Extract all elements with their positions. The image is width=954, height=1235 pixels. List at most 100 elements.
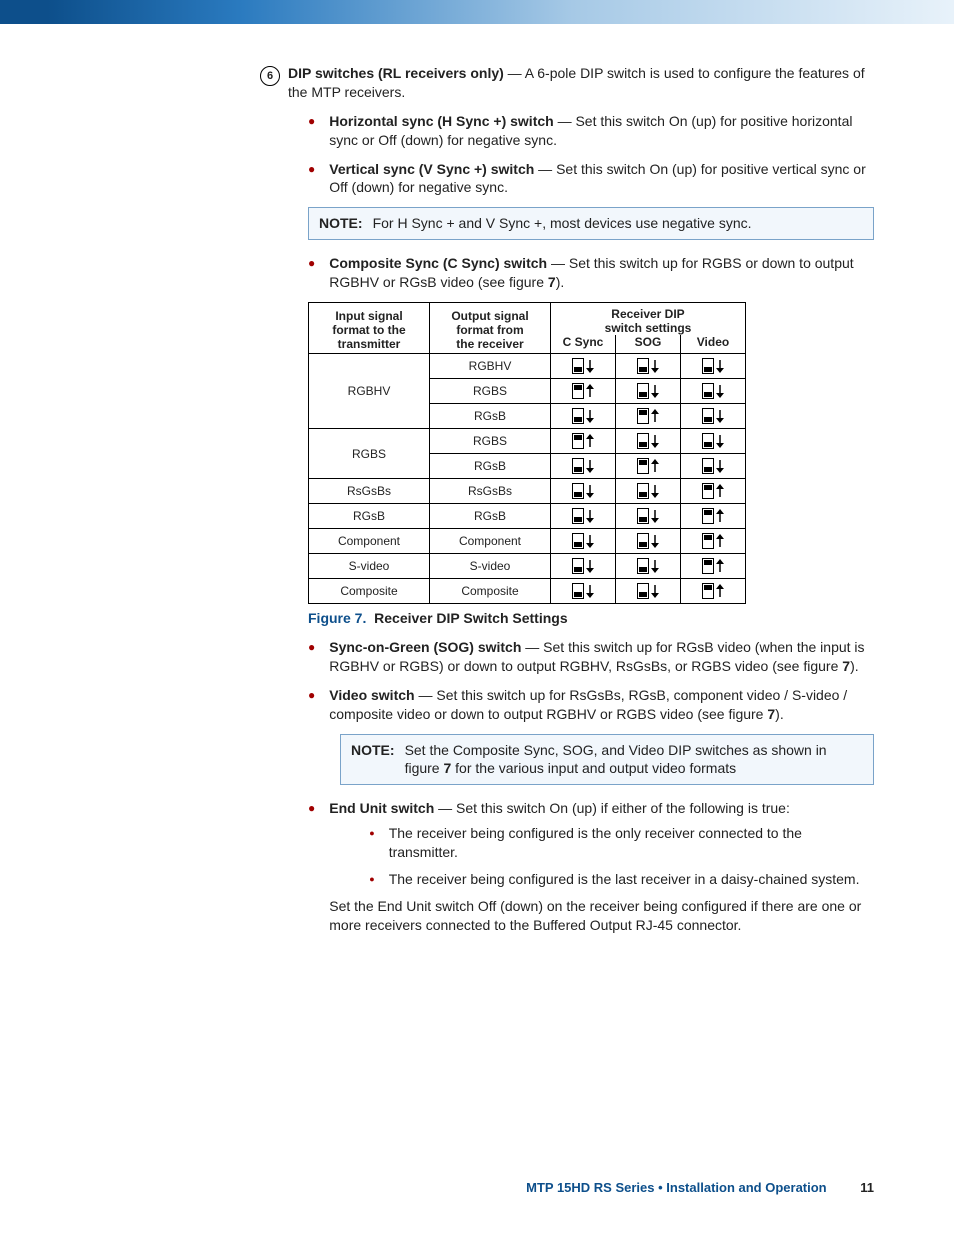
vsync-label: Vertical sync (V Sync +) switch — [329, 161, 534, 177]
section-intro-text: DIP switches (RL receivers only) — A 6-p… — [288, 64, 874, 102]
cell-output: RGsB — [430, 454, 551, 479]
dip-switch-icon — [637, 458, 649, 474]
dip-switch-icon — [572, 358, 584, 374]
dip-switch-icon — [702, 433, 714, 449]
endunit-after-text: Set the End Unit switch Off (down) on th… — [329, 897, 874, 935]
arrow-up-icon — [716, 509, 725, 523]
csync-label: Composite Sync (C Sync) switch — [329, 255, 547, 271]
arrow-down-icon — [586, 584, 595, 598]
dip-switch-table-wrap: Input signal format to the transmitter O… — [308, 302, 874, 604]
cell-switch — [616, 529, 681, 554]
dip-switch-icon — [572, 433, 584, 449]
cell-switch — [551, 504, 616, 529]
cell-switch — [681, 579, 746, 604]
dip-switch-icon — [702, 508, 714, 524]
dip-switch-icon — [572, 458, 584, 474]
cell-switch — [616, 479, 681, 504]
th-output: Output signal format from the receiver — [430, 303, 551, 354]
table-row: RGBHVRGBHV — [309, 354, 746, 379]
arrow-down-icon — [586, 509, 595, 523]
cell-switch — [551, 479, 616, 504]
bullet-icon: ● — [308, 160, 315, 198]
cell-switch — [551, 379, 616, 404]
dip-switch-icon — [637, 558, 649, 574]
arrow-down-icon — [586, 359, 595, 373]
dip-switch-icon — [572, 558, 584, 574]
hsync-label: Horizontal sync (H Sync +) switch — [329, 113, 553, 129]
dip-switch-icon — [637, 483, 649, 499]
endunit-sub2-text: The receiver being configured is the las… — [389, 870, 860, 889]
figure-caption: Figure 7. Receiver DIP Switch Settings — [308, 610, 874, 626]
arrow-up-icon — [586, 434, 595, 448]
cell-switch — [616, 454, 681, 479]
switch-list-3: ● Sync-on-Green (SOG) switch — Set this … — [308, 638, 874, 724]
arrow-down-icon — [716, 384, 725, 398]
arrow-down-icon — [651, 534, 660, 548]
table-row: CompositeComposite — [309, 579, 746, 604]
dip-switch-icon — [702, 483, 714, 499]
dip-switch-icon — [637, 583, 649, 599]
dip-switch-icon — [572, 533, 584, 549]
csync-item: ● Composite Sync (C Sync) switch — Set t… — [308, 254, 874, 292]
cell-switch — [681, 479, 746, 504]
cell-switch — [551, 554, 616, 579]
arrow-down-icon — [651, 484, 660, 498]
dip-switch-icon — [572, 508, 584, 524]
cell-switch — [616, 354, 681, 379]
table-row: S-videoS-video — [309, 554, 746, 579]
dip-switch-icon — [637, 533, 649, 549]
cell-switch — [681, 354, 746, 379]
arrow-up-icon — [716, 484, 725, 498]
th-video: Video — [681, 335, 746, 354]
cell-output: RGBHV — [430, 354, 551, 379]
arrow-down-icon — [651, 509, 660, 523]
cell-switch — [681, 554, 746, 579]
sog-label: Sync-on-Green (SOG) switch — [329, 639, 521, 655]
cell-input: RsGsBs — [309, 479, 430, 504]
cell-switch — [551, 579, 616, 604]
cell-input: Composite — [309, 579, 430, 604]
footer-title: MTP 15HD RS Series • Installation and Op… — [526, 1180, 827, 1195]
bullet-icon: ● — [308, 799, 315, 934]
note-text: For H Sync + and V Sync +, most devices … — [373, 214, 752, 233]
hsync-item: ● Horizontal sync (H Sync +) switch — Se… — [308, 112, 874, 150]
dip-switch-icon — [702, 458, 714, 474]
cell-output: Component — [430, 529, 551, 554]
dip-switch-icon — [637, 508, 649, 524]
section-number-badge: 6 — [260, 66, 280, 86]
arrow-down-icon — [586, 559, 595, 573]
cell-switch — [681, 379, 746, 404]
figure-label: Figure 7. — [308, 610, 366, 626]
arrow-up-icon — [651, 459, 660, 473]
dip-switch-icon — [702, 358, 714, 374]
endunit-sub1: ● The receiver being configured is the o… — [369, 824, 874, 862]
note-box-1: NOTE: For H Sync + and V Sync +, most de… — [308, 207, 874, 240]
endunit-label: End Unit switch — [329, 800, 434, 816]
dip-switch-icon — [637, 383, 649, 399]
dip-switch-icon — [637, 433, 649, 449]
cell-output: RGBS — [430, 379, 551, 404]
arrow-down-icon — [651, 584, 660, 598]
bullet-icon: ● — [308, 254, 315, 292]
arrow-down-icon — [651, 384, 660, 398]
video-label: Video switch — [329, 687, 414, 703]
cell-switch — [616, 579, 681, 604]
cell-output: RGBS — [430, 429, 551, 454]
csync-text-b: ). — [556, 274, 565, 290]
arrow-up-icon — [716, 584, 725, 598]
endunit-sub2: ● The receiver being configured is the l… — [369, 870, 874, 889]
arrow-down-icon — [716, 459, 725, 473]
cell-output: S-video — [430, 554, 551, 579]
endunit-sub1-text: The receiver being configured is the onl… — [389, 824, 874, 862]
table-row: RGBSRGBS — [309, 429, 746, 454]
note-label: NOTE: — [351, 741, 395, 760]
th-receiver: Receiver DIP switch settings — [551, 303, 746, 336]
cell-switch — [616, 379, 681, 404]
arrow-down-icon — [586, 459, 595, 473]
cell-input: RGBS — [309, 429, 430, 479]
arrow-down-icon — [651, 359, 660, 373]
endunit-sublist: ● The receiver being configured is the o… — [369, 824, 874, 889]
dip-switch-icon — [702, 408, 714, 424]
dip-switch-icon — [572, 383, 584, 399]
dip-switch-icon — [702, 583, 714, 599]
